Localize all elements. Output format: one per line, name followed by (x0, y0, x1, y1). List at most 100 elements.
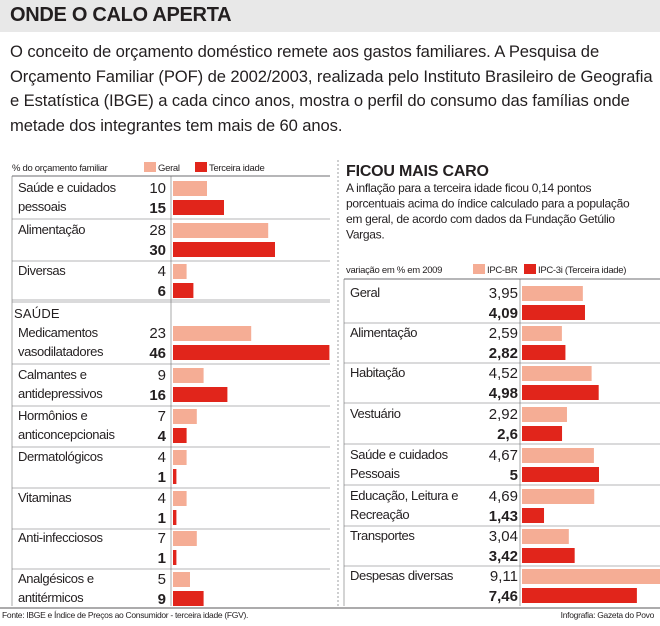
left-health-row-label: Medicamentos (18, 325, 99, 340)
right-row-label: Habitação (350, 365, 405, 380)
left-health-row-value-geral: 23 (149, 325, 166, 342)
right-bar-ipc-3i (522, 548, 575, 563)
right-row-label: Recreação (350, 507, 409, 522)
left-health-row-bar-geral (173, 531, 197, 546)
left-health-row-bar-terceira (173, 387, 228, 402)
left-health-row-label: Analgésicos e (18, 571, 94, 586)
left-row-bar-geral (173, 264, 187, 279)
left-health-row-value-geral: 4 (158, 449, 166, 466)
credit-note: Infografia: Gazeta do Povo (560, 610, 655, 620)
intro-paragraph: O conceito de orçamento doméstico remete… (10, 42, 653, 135)
left-health-row-value-geral: 7 (158, 530, 166, 547)
right-value-ipc-br: 2,92 (489, 406, 518, 423)
right-value-ipc-br: 2,59 (489, 325, 518, 342)
left-row-value-geral: 28 (149, 222, 166, 239)
left-health-row-bar-geral (173, 409, 197, 424)
left-row-value-terceira: 15 (149, 200, 166, 217)
right-chart-description: porcentuais acima do índice calculado pa… (346, 197, 630, 211)
left-health-row-bar-geral (173, 450, 187, 465)
left-health-row-bar-terceira (173, 469, 177, 484)
left-row-bar-terceira (173, 242, 275, 257)
right-value-ipc-br: 4,69 (489, 488, 518, 505)
right-bar-ipc-br (522, 529, 569, 544)
left-health-row-label: vasodilatadores (18, 344, 104, 359)
left-health-row-value-terceira: 46 (149, 345, 166, 362)
left-health-row-label: Calmantes e (18, 367, 87, 382)
right-value-ipc-3i: 1,43 (489, 508, 518, 525)
right-value-ipc-3i: 5 (510, 467, 518, 484)
right-bar-ipc-br (522, 286, 583, 301)
left-row-bar-geral (173, 181, 207, 196)
right-row-label: Transportes (350, 528, 415, 543)
right-value-ipc-3i: 4,98 (489, 385, 518, 402)
right-chart-description: A inflação para a terceira idade ficou 0… (346, 181, 591, 195)
right-value-ipc-br: 9,11 (490, 568, 518, 585)
right-bar-ipc-br (522, 569, 660, 584)
left-health-row-value-geral: 7 (158, 408, 166, 425)
right-bar-ipc-3i (522, 588, 637, 603)
right-bar-ipc-3i (522, 426, 563, 441)
right-row-label: Despesas diversas (350, 568, 454, 583)
left-health-row-bar-terceira (173, 591, 204, 606)
left-health-row-value-terceira: 9 (158, 591, 166, 608)
title-bar: ONDE O CALO APERTA (0, 0, 660, 32)
left-health-row-label: anticoncepcionais (18, 427, 115, 442)
left-health-row-label: antidepressivos (18, 386, 103, 401)
right-chart-description: Vargas. (346, 228, 384, 242)
right-bar-ipc-3i (522, 467, 599, 482)
left-health-row-bar-geral (173, 491, 187, 506)
left-axis-label: % do orçamento familiar (12, 163, 108, 174)
right-value-ipc-br: 4,52 (489, 365, 518, 382)
left-health-row-bar-geral (173, 326, 252, 341)
left-health-row-value-geral: 5 (158, 571, 166, 588)
right-bar-ipc-br (522, 489, 595, 504)
legend-label-terceira: Terceira idade (209, 163, 264, 174)
legend-label-ipc-br: IPC-BR (487, 265, 518, 276)
legend-swatch-geral (144, 162, 156, 172)
left-health-row-bar-terceira (173, 345, 330, 360)
left-health-row-label: Vitaminas (18, 490, 72, 505)
left-health-row-bar-terceira (173, 550, 177, 565)
legend-swatch-terceira (195, 162, 207, 172)
left-health-row-bar-geral (173, 368, 204, 383)
right-row-label: Saúde e cuidados (350, 447, 449, 462)
left-row-value-terceira: 30 (149, 242, 166, 259)
right-bar-ipc-br (522, 407, 567, 422)
right-bar-ipc-br (522, 326, 562, 341)
right-row-label: Vestuário (350, 406, 401, 421)
left-row-label: pessoais (18, 199, 67, 214)
left-health-row-label: antitérmicos (18, 590, 84, 605)
left-health-row-label: Hormônios e (18, 408, 87, 423)
legend-label-ipc-3i: IPC-3i (Terceira idade) (538, 265, 626, 276)
right-value-ipc-3i: 7,46 (489, 588, 518, 605)
right-bar-ipc-3i (522, 345, 566, 360)
legend-label-geral: Geral (158, 163, 180, 174)
right-value-ipc-br: 4,67 (489, 447, 518, 464)
left-row-label: Diversas (18, 263, 66, 278)
right-value-ipc-3i: 2,82 (489, 345, 518, 362)
right-value-ipc-br: 3,04 (489, 528, 518, 545)
left-row-bar-terceira (173, 200, 224, 215)
right-row-label: Pessoais (350, 466, 400, 481)
right-bar-ipc-3i (522, 305, 585, 320)
right-row-label: Educação, Leitura e (350, 488, 458, 503)
left-row-bar-terceira (173, 283, 194, 298)
left-health-row-value-geral: 9 (158, 367, 166, 384)
left-health-row-value-terceira: 1 (158, 469, 166, 486)
legend-swatch-ipc-br (473, 264, 485, 274)
right-value-ipc-3i: 2,6 (497, 426, 518, 443)
right-value-ipc-3i: 4,09 (489, 305, 518, 322)
left-health-row-bar-terceira (173, 428, 187, 443)
right-value-ipc-3i: 3,42 (489, 548, 518, 565)
right-row-label: Geral (350, 285, 380, 300)
right-chart-title: FICOU MAIS CARO (346, 163, 489, 180)
left-health-row-label: Anti-infecciosos (18, 530, 104, 545)
left-row-label: Saúde e cuidados (18, 180, 117, 195)
right-bar-ipc-3i (522, 508, 545, 523)
right-value-ipc-br: 3,95 (489, 285, 518, 302)
right-bar-ipc-3i (522, 385, 599, 400)
left-health-row-value-terceira: 16 (149, 387, 166, 404)
left-health-row-value-geral: 4 (158, 490, 166, 507)
left-row-value-terceira: 6 (158, 283, 166, 300)
